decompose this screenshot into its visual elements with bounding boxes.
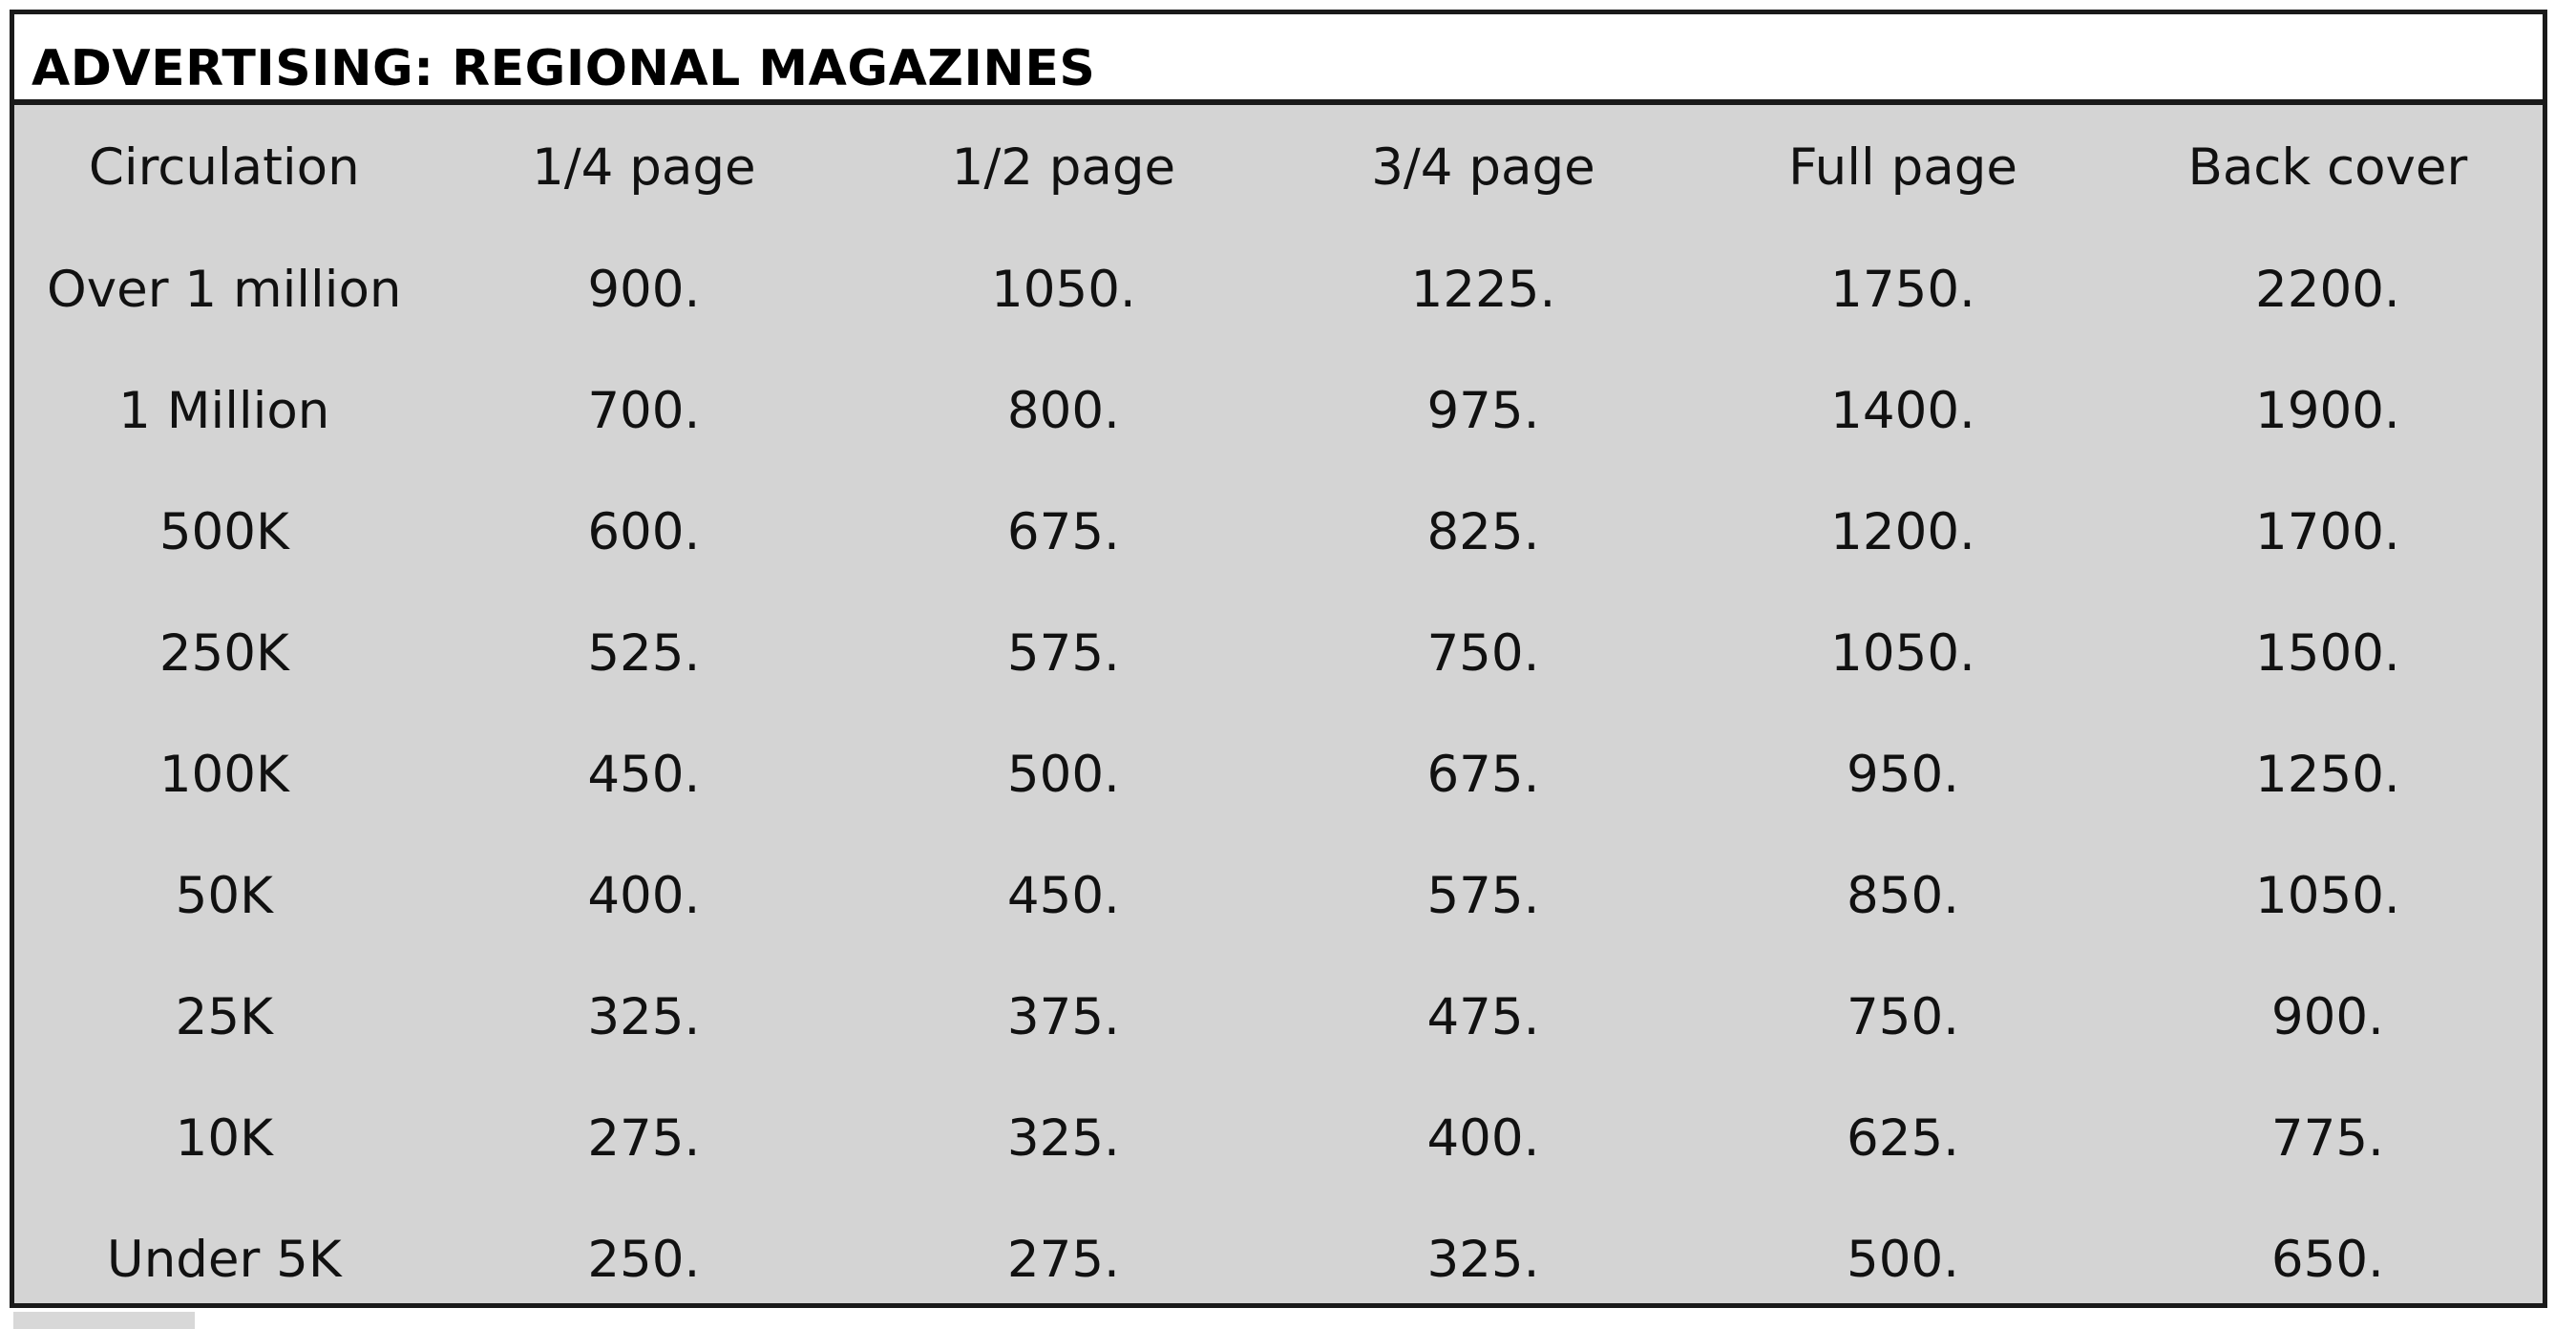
price-cell: 575. xyxy=(1006,624,1120,683)
price-cell: 900. xyxy=(587,261,701,319)
table-row: Over 1 million 900. 1050. 1225. 1750. 22… xyxy=(14,229,2543,350)
price-cell: 250. xyxy=(587,1231,701,1289)
rates-table: Circulation 1/4 page 1/2 page 3/4 page F… xyxy=(14,105,2543,1320)
price-cell: 1700. xyxy=(2255,503,2400,561)
bottom-tab-fragment xyxy=(13,1312,195,1329)
price-cell: 1200. xyxy=(1830,503,1975,561)
price-cell: 825. xyxy=(1426,503,1540,561)
price-cell: 700. xyxy=(587,382,701,440)
price-cell: 450. xyxy=(587,746,701,804)
circulation-cell: 50K xyxy=(175,867,273,925)
price-cell: 400. xyxy=(587,867,701,925)
table-title: ADVERTISING: REGIONAL MAGAZINES xyxy=(32,40,1096,97)
price-cell: 450. xyxy=(1006,867,1120,925)
column-header-circulation: Circulation xyxy=(88,137,360,197)
title-bar: ADVERTISING: REGIONAL MAGAZINES xyxy=(14,14,2543,105)
price-cell: 675. xyxy=(1006,503,1120,561)
price-cell: 1225. xyxy=(1410,261,1556,319)
price-cell: 1050. xyxy=(991,261,1136,319)
price-cell: 975. xyxy=(1426,382,1540,440)
column-header-back-cover: Back cover xyxy=(2187,137,2468,197)
circulation-cell: Over 1 million xyxy=(47,261,402,319)
price-cell: 950. xyxy=(1847,746,1960,804)
price-cell: 275. xyxy=(1006,1231,1120,1289)
price-cell: 575. xyxy=(1426,867,1540,925)
price-cell: 900. xyxy=(2270,988,2384,1046)
price-cell: 525. xyxy=(587,624,701,683)
price-cell: 675. xyxy=(1426,746,1540,804)
price-cell: 1050. xyxy=(1830,624,1975,683)
table-row: Under 5K 250. 275. 325. 500. 650. xyxy=(14,1199,2543,1320)
rate-card: ADVERTISING: REGIONAL MAGAZINES Circulat… xyxy=(10,10,2547,1308)
circulation-cell: 100K xyxy=(158,746,289,804)
price-cell: 800. xyxy=(1006,382,1120,440)
price-cell: 2200. xyxy=(2255,261,2400,319)
table-row: 1 Million 700. 800. 975. 1400. 1900. xyxy=(14,350,2543,472)
circulation-cell: 10K xyxy=(175,1109,273,1168)
price-cell: 1250. xyxy=(2255,746,2400,804)
circulation-cell: 500K xyxy=(158,503,289,561)
price-cell: 1900. xyxy=(2255,382,2400,440)
circulation-cell: 25K xyxy=(175,988,273,1046)
table-row: 50K 400. 450. 575. 850. 1050. xyxy=(14,835,2543,957)
column-header-half-page: 1/2 page xyxy=(951,137,1176,197)
price-cell: 600. xyxy=(587,503,701,561)
header-row: Circulation 1/4 page 1/2 page 3/4 page F… xyxy=(14,105,2543,229)
price-cell: 775. xyxy=(2270,1109,2384,1168)
circulation-cell: 1 Million xyxy=(118,382,330,440)
price-cell: 1500. xyxy=(2255,624,2400,683)
column-header-quarter-page: 1/4 page xyxy=(532,137,756,197)
table-row: 500K 600. 675. 825. 1200. 1700. xyxy=(14,472,2543,593)
price-cell: 325. xyxy=(1426,1231,1540,1289)
column-header-three-quarter-page: 3/4 page xyxy=(1371,137,1595,197)
table-row: 25K 325. 375. 475. 750. 900. xyxy=(14,957,2543,1078)
price-cell: 625. xyxy=(1847,1109,1960,1168)
price-cell: 750. xyxy=(1426,624,1540,683)
price-cell: 375. xyxy=(1006,988,1120,1046)
price-cell: 850. xyxy=(1847,867,1960,925)
price-cell: 500. xyxy=(1006,746,1120,804)
price-cell: 1750. xyxy=(1830,261,1975,319)
table-row: 10K 275. 325. 400. 625. 775. xyxy=(14,1078,2543,1199)
price-cell: 325. xyxy=(587,988,701,1046)
price-cell: 400. xyxy=(1426,1109,1540,1168)
price-cell: 275. xyxy=(587,1109,701,1168)
price-cell: 1400. xyxy=(1830,382,1975,440)
table-row: 250K 525. 575. 750. 1050. 1500. xyxy=(14,593,2543,714)
column-header-full-page: Full page xyxy=(1788,137,2017,197)
price-cell: 750. xyxy=(1847,988,1960,1046)
price-cell: 500. xyxy=(1847,1231,1960,1289)
table-row: 100K 450. 500. 675. 950. 1250. xyxy=(14,714,2543,835)
circulation-cell: 250K xyxy=(158,624,289,683)
circulation-cell: Under 5K xyxy=(106,1231,342,1289)
price-cell: 1050. xyxy=(2255,867,2400,925)
price-cell: 325. xyxy=(1006,1109,1120,1168)
price-cell: 650. xyxy=(2270,1231,2384,1289)
price-cell: 475. xyxy=(1426,988,1540,1046)
